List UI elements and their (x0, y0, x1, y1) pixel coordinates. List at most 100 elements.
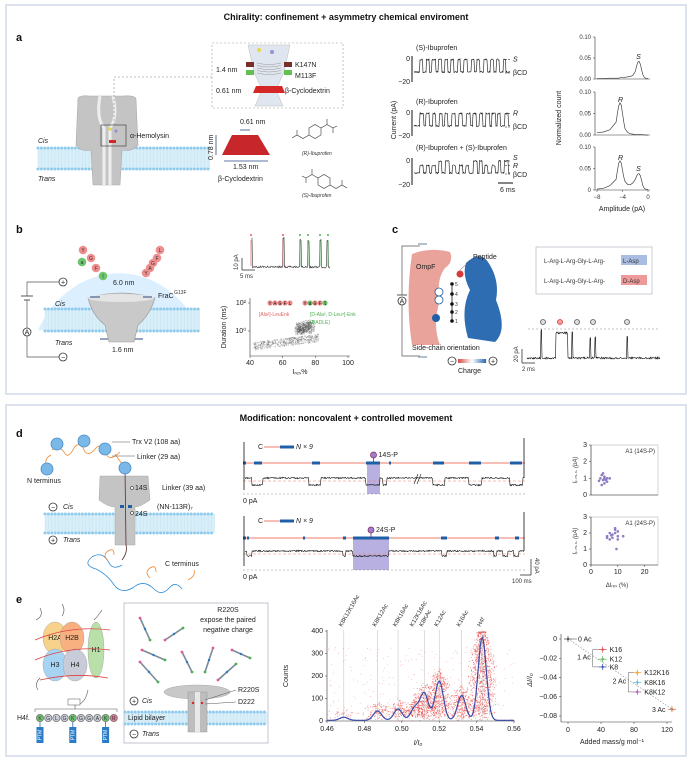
scatter-point (289, 342, 291, 344)
scatter-point (303, 330, 305, 332)
event-point (484, 635, 486, 637)
scatter-point (312, 341, 314, 343)
event-point (480, 647, 482, 649)
event-point (462, 691, 464, 693)
x-tick-label: 0.52 (432, 726, 446, 733)
event-point (483, 670, 485, 672)
x-tick-label: 0 (646, 195, 650, 201)
event-point (463, 718, 465, 720)
event-point (333, 702, 334, 704)
scatter-point (309, 328, 310, 330)
lipid-head (179, 167, 183, 171)
event-point (474, 713, 476, 715)
event-point (446, 704, 447, 706)
event-point (469, 708, 471, 710)
scatter-point (252, 342, 254, 344)
scatter-point (309, 331, 311, 333)
lipid-head (87, 531, 91, 535)
event-point (428, 696, 430, 698)
event-point (330, 717, 331, 719)
scatter-point (277, 344, 278, 346)
scatter-point (303, 328, 305, 330)
event-point (431, 683, 433, 685)
scatter-point (273, 343, 275, 344)
event-point (472, 663, 474, 665)
scatter-point (314, 337, 316, 339)
scatter-point (269, 340, 271, 342)
box-caption-line: expose the paired (200, 617, 256, 624)
tick-zero: 0 (406, 56, 410, 63)
lipid-head (196, 307, 200, 311)
event-point (443, 705, 445, 707)
lipid-head (211, 722, 215, 726)
scatter-point (297, 326, 299, 328)
event-point (479, 662, 481, 664)
scatter-point (266, 347, 268, 349)
event-point (436, 710, 438, 712)
blocked-segment (254, 461, 262, 465)
event-point (487, 705, 489, 707)
x-tick-label: 0.54 (470, 726, 484, 733)
lipid-head (171, 710, 175, 714)
lipid-head (196, 167, 200, 171)
event-point (362, 712, 364, 714)
scatter-point (297, 325, 299, 327)
scatter-point (302, 332, 304, 333)
event-point (405, 704, 407, 706)
scatter-point (257, 341, 259, 343)
k147n-residue (246, 62, 254, 67)
event-point (430, 692, 432, 694)
lipid-head (172, 512, 176, 516)
residue-letter: L (55, 716, 58, 722)
lipid-head (46, 531, 50, 535)
event-point (474, 680, 475, 681)
lipid-head (56, 146, 60, 150)
event-point (439, 685, 441, 687)
event-point (329, 679, 331, 681)
site-14s-label: 14S (135, 485, 148, 492)
lipid-head (189, 531, 193, 535)
lipid-head (245, 710, 249, 714)
lipid-head (43, 167, 47, 171)
lipid-head (97, 512, 101, 516)
event-point (417, 714, 418, 716)
scatter-point (310, 339, 312, 341)
event-point (427, 673, 429, 674)
charge-gradient-cell (474, 359, 476, 363)
event-point (442, 681, 444, 683)
pore-lumen (195, 692, 200, 732)
lipid-head (167, 710, 171, 714)
event-point (489, 668, 491, 670)
event-point (434, 674, 436, 676)
event-point (457, 716, 459, 718)
scatter-point (304, 323, 306, 325)
event-point (476, 635, 478, 637)
event-point (468, 675, 470, 677)
event-point (433, 687, 435, 689)
event-point (442, 684, 444, 685)
scatter-point (271, 344, 273, 345)
event-point (462, 710, 464, 712)
event-point (408, 710, 409, 711)
event-point (433, 682, 435, 684)
lipid-head (239, 710, 243, 714)
scatter-point (285, 342, 287, 344)
scatter-point (310, 326, 312, 328)
scatter-point (293, 344, 295, 346)
scatter-point (265, 341, 267, 343)
scatter-point (256, 341, 258, 343)
scatter-point (308, 335, 309, 337)
lipid-head (176, 329, 180, 333)
scatter-point (301, 332, 303, 334)
event-point (469, 697, 471, 699)
event-point (473, 662, 474, 664)
event-point (470, 684, 472, 686)
scatter-point (296, 332, 298, 333)
event-point (479, 683, 481, 685)
scatter-point (305, 320, 307, 322)
scatter-point (254, 346, 256, 348)
scatter-point (302, 323, 304, 324)
event-point (436, 696, 438, 698)
lipid-head (199, 167, 203, 171)
position-label: 2 (455, 310, 458, 316)
